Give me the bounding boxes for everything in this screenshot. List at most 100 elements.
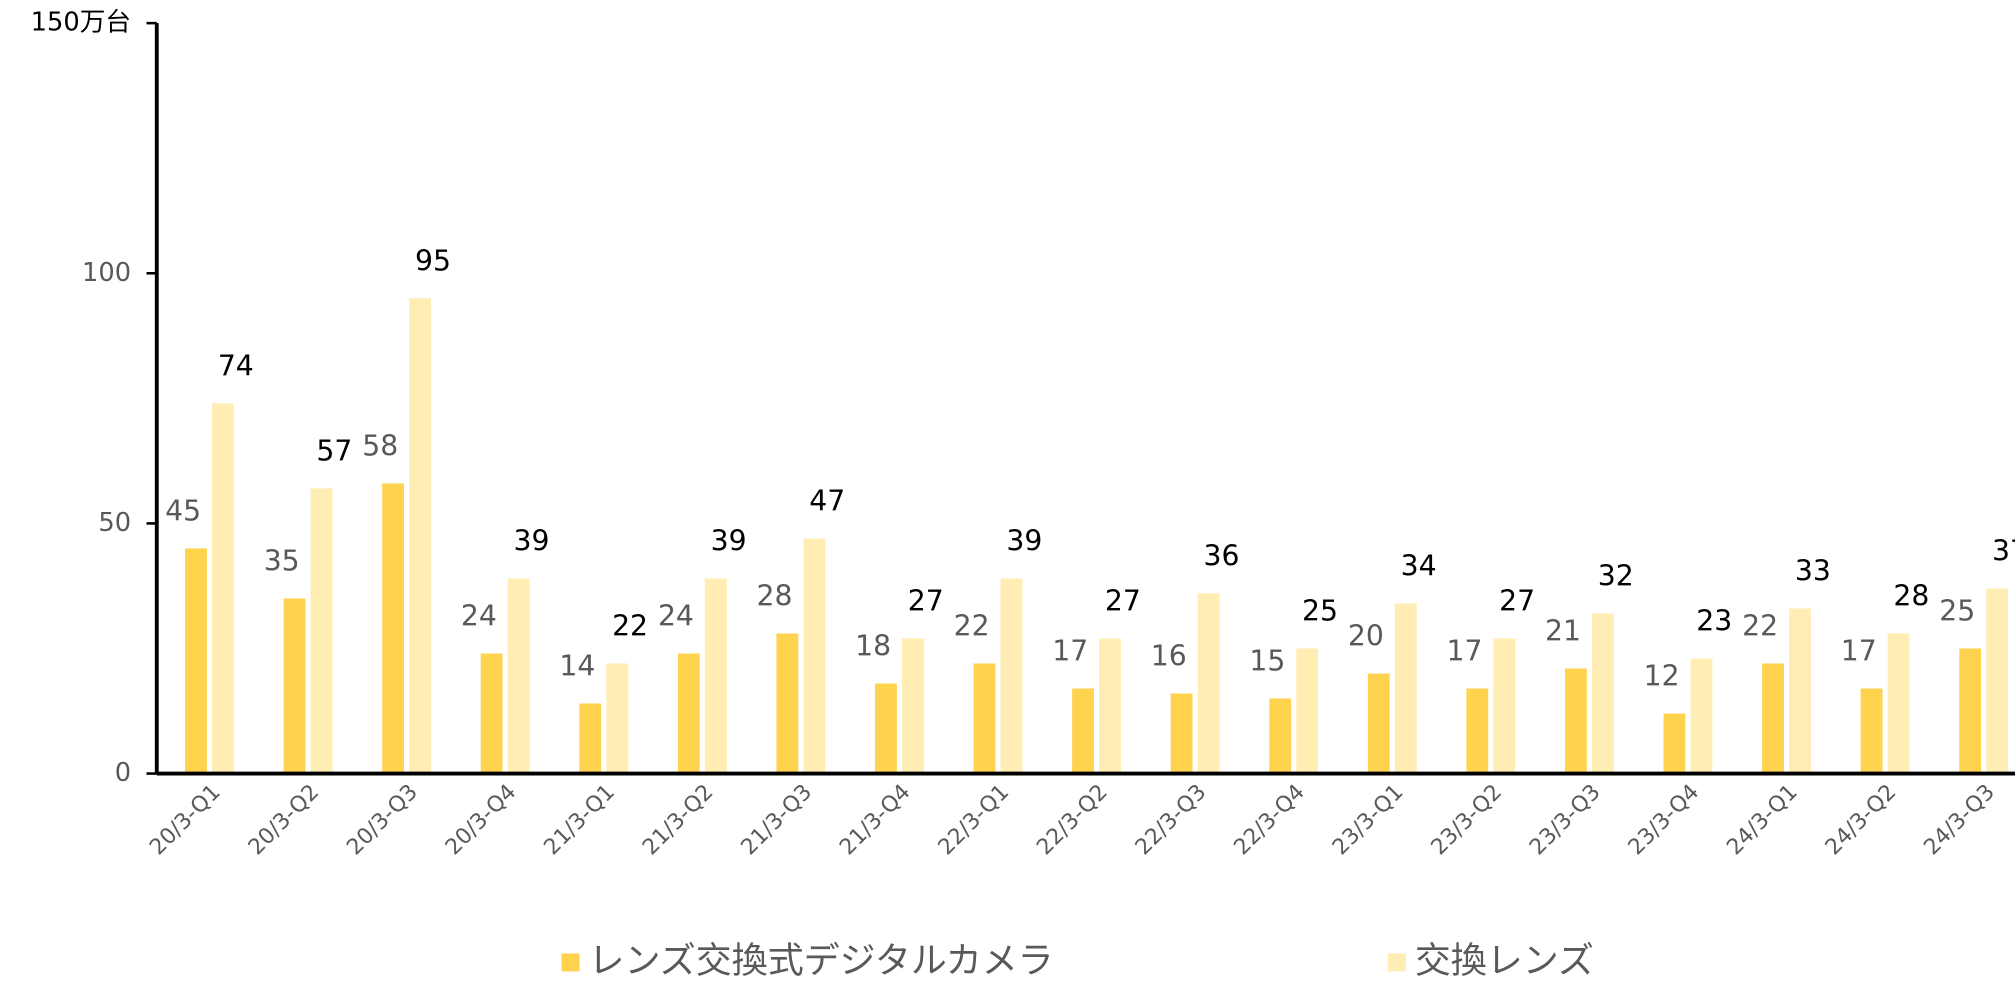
bar [1367,673,1390,774]
data-label: 32 [1598,559,1634,592]
bar [875,683,897,774]
data-label: 27 [908,584,944,617]
data-label: 16 [1151,640,1187,673]
data-label: 14 [559,650,595,683]
bar [1000,578,1023,774]
bar [1762,663,1784,774]
data-label: 35 [264,544,300,577]
x-tick-label: 24/3-Q2 [1821,780,1901,860]
data-label: 47 [809,484,845,517]
y-tick-label: 0 [115,758,131,788]
x-tick-label: 22/3-Q4 [1229,780,1309,860]
data-label: 23 [1696,605,1732,638]
bar [1269,698,1292,774]
data-label: 17 [1052,635,1088,668]
data-label: 39 [1006,524,1042,557]
x-tick-label: 22/3-Q3 [1131,780,1211,860]
data-label: 25 [1302,595,1338,628]
bar [1591,613,1614,774]
legend-label: 交換レンズ [1415,940,1594,981]
data-label: 22 [612,610,648,643]
x-tick-label: 20/3-Q1 [145,780,225,860]
bar [212,403,234,774]
bar [480,653,503,774]
data-label: 25 [1939,595,1975,628]
data-label: 21 [1545,615,1581,648]
bar [283,598,306,774]
bar [1466,688,1489,774]
bar [1564,668,1587,774]
bar [1887,633,1910,774]
data-label: 58 [362,429,398,462]
bar [507,578,530,774]
x-tick-label: 21/3-Q2 [638,780,718,860]
x-tick-label: 23/3-Q2 [1427,780,1507,860]
x-tick-label: 20/3-Q2 [244,780,324,860]
data-label: 37 [1992,534,2015,567]
x-tick-label: 23/3-Q1 [1328,780,1408,860]
bar [1099,638,1121,774]
data-label: 34 [1401,549,1437,582]
bar [579,703,602,774]
x-tick-label: 22/3-Q1 [934,780,1014,860]
bar [1394,603,1417,774]
x-tick-label: 20/3-Q4 [441,780,521,860]
x-tick-label: 21/3-Q3 [737,780,817,860]
data-label: 22 [954,610,990,643]
x-tick-label: 21/3-Q4 [835,780,915,860]
legend-swatch [561,953,580,972]
bar [606,663,629,774]
y-tick-label: 50 [98,508,131,538]
bar [185,548,207,774]
bar [382,483,405,774]
data-label: 39 [711,524,747,557]
data-label: 28 [1893,579,1929,612]
data-label: 57 [316,434,352,467]
x-tick-label: 20/3-Q3 [342,780,422,860]
bar [1663,713,1686,774]
bar [310,488,333,774]
data-label: 20 [1348,620,1384,653]
bar [1986,588,2009,774]
bar [677,653,700,774]
data-label: 12 [1644,660,1680,693]
data-label: 17 [1446,635,1482,668]
bar [1170,693,1193,774]
bar [776,633,799,774]
bar [704,578,727,774]
data-label: 28 [757,579,793,612]
data-label: 18 [855,630,891,663]
bar [1493,638,1516,774]
data-label: 24 [461,600,497,633]
data-label: 22 [1742,610,1778,643]
data-label: 24 [658,600,694,633]
data-label: 15 [1249,645,1285,678]
bar [1072,688,1094,774]
bar [1197,593,1220,774]
bar [901,638,924,774]
bar [973,663,996,774]
bar [1959,648,1982,774]
data-label: 27 [1499,584,1535,617]
bar [1789,608,1811,774]
x-tick-label: 24/3-Q3 [1919,780,1999,860]
bar [409,298,432,774]
x-tick-label: 21/3-Q1 [539,780,619,860]
data-label: 45 [165,494,201,527]
bar [803,538,826,774]
legend-label: レンズ交換式デジタルカメラ [589,940,1054,981]
data-label: 27 [1105,584,1141,617]
legend-swatch [1387,953,1406,972]
bar [1296,648,1319,774]
x-tick-label: 24/3-Q1 [1722,780,1802,860]
data-label: 17 [1841,635,1877,668]
x-tick-label: 23/3-Q3 [1525,780,1605,860]
data-label: 36 [1203,539,1239,572]
y-tick-label: 150万台 [31,8,131,38]
x-tick-label: 23/3-Q4 [1624,780,1704,860]
data-label: 95 [415,244,451,277]
data-label: 74 [218,349,254,382]
data-label: 33 [1795,554,1831,587]
data-label: 39 [514,524,550,557]
